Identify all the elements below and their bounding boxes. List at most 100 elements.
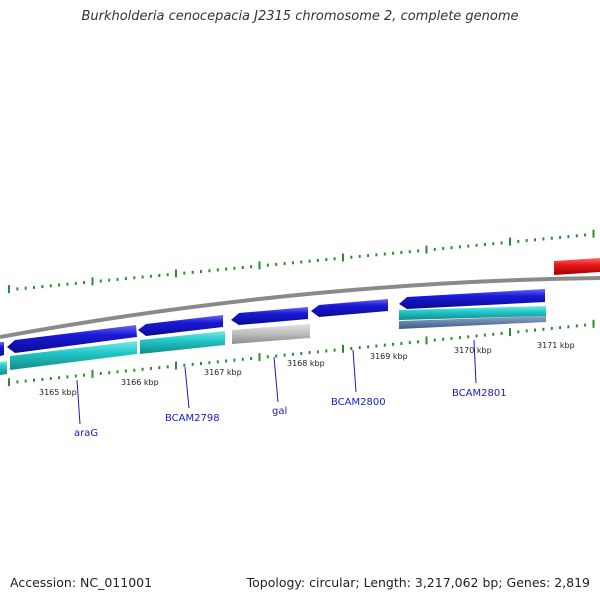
feature-cds-BCAM2801 xyxy=(399,289,545,309)
major-tick xyxy=(342,253,344,262)
leader-gal xyxy=(273,356,279,403)
map-title: Burkholderia cenocepacia J2315 chromosom… xyxy=(81,9,519,24)
minor-tick xyxy=(367,345,370,349)
gene-label-BCAM2798[interactable]: BCAM2798 xyxy=(165,413,220,424)
minor-tick xyxy=(166,273,169,277)
minor-tick xyxy=(233,266,236,270)
minor-tick xyxy=(375,344,378,348)
minor-tick xyxy=(300,352,303,355)
minor-tick xyxy=(291,261,294,265)
feature-gene-araG xyxy=(10,341,137,370)
gene-label-araG[interactable]: araG xyxy=(74,428,98,439)
major-tick xyxy=(509,237,511,246)
chromosome-backbone xyxy=(0,276,600,339)
minor-tick xyxy=(433,247,436,251)
major-tick xyxy=(592,319,595,328)
gene-label-BCAM2801[interactable]: BCAM2801 xyxy=(452,388,507,399)
minor-tick xyxy=(500,331,503,335)
major-tick xyxy=(8,378,10,387)
minor-tick xyxy=(525,329,528,333)
major-tick xyxy=(8,285,10,294)
genome-summary-text: Topology: circular; Length: 3,217,062 bp… xyxy=(246,575,590,590)
minor-tick xyxy=(108,371,111,375)
feature-cds-gal xyxy=(231,307,308,325)
minor-tick xyxy=(149,274,152,278)
minor-tick xyxy=(584,323,587,327)
minor-tick xyxy=(283,353,286,357)
minor-tick xyxy=(124,369,127,373)
minor-tick xyxy=(275,354,278,358)
gene-label-gal[interactable]: gal xyxy=(272,406,287,417)
leader-BCAM2798 xyxy=(184,366,190,409)
minor-tick xyxy=(500,241,503,245)
minor-tick xyxy=(58,376,61,380)
minor-tick xyxy=(550,326,553,330)
minor-tick xyxy=(49,284,52,288)
minor-tick xyxy=(208,361,211,365)
minor-tick xyxy=(458,336,461,340)
minor-tick xyxy=(584,233,587,237)
minor-tick xyxy=(225,359,228,363)
minor-tick xyxy=(166,365,169,369)
major-tick xyxy=(258,261,261,270)
leader-BCAM2800 xyxy=(352,349,357,393)
minor-tick xyxy=(33,285,35,289)
minor-tick xyxy=(225,267,228,271)
minor-tick xyxy=(275,262,278,266)
minor-tick xyxy=(367,254,370,258)
minor-tick xyxy=(116,370,119,374)
leader-araG xyxy=(76,379,81,425)
minor-tick xyxy=(83,281,86,285)
minor-tick xyxy=(400,251,403,254)
feature-cds-1 xyxy=(0,342,4,356)
minor-tick xyxy=(24,379,27,383)
major-tick xyxy=(175,269,177,278)
minor-tick xyxy=(200,270,202,273)
minor-tick xyxy=(308,351,311,355)
feature-cds-araG xyxy=(7,325,137,353)
minor-tick xyxy=(266,355,269,359)
minor-tick xyxy=(308,259,311,263)
minor-tick xyxy=(542,327,545,331)
minor-tick xyxy=(141,367,144,371)
minor-tick xyxy=(58,283,61,287)
minor-tick xyxy=(216,268,219,272)
minor-tick xyxy=(66,375,69,379)
minor-tick xyxy=(250,265,253,269)
minor-tick xyxy=(191,270,194,274)
minor-tick xyxy=(450,336,453,340)
minor-tick xyxy=(116,277,119,281)
major-tick xyxy=(342,344,344,353)
minor-tick xyxy=(200,362,202,365)
scale-label-3165: 3165 kbp xyxy=(39,388,77,397)
minor-tick xyxy=(467,244,470,248)
minor-tick xyxy=(241,266,244,269)
minor-tick xyxy=(575,324,578,328)
minor-tick xyxy=(24,286,27,290)
minor-tick xyxy=(408,341,411,345)
scale-label-3166: 3166 kbp xyxy=(121,378,159,387)
feature-gene-BCAM2798 xyxy=(140,331,225,354)
minor-tick xyxy=(350,347,353,350)
minor-tick xyxy=(417,340,420,344)
minor-tick xyxy=(66,282,69,286)
gene-label-BCAM2800[interactable]: BCAM2800 xyxy=(331,397,386,408)
minor-tick xyxy=(99,372,102,375)
minor-tick xyxy=(133,276,136,280)
minor-tick xyxy=(74,281,77,285)
minor-tick xyxy=(16,287,19,291)
minor-tick xyxy=(41,285,44,289)
minor-tick xyxy=(383,252,386,256)
feature-gene-1 xyxy=(0,361,7,375)
minor-tick xyxy=(158,274,161,277)
minor-tick xyxy=(392,342,395,346)
minor-tick xyxy=(575,234,578,238)
minor-tick xyxy=(442,337,445,341)
minor-tick xyxy=(350,255,353,259)
minor-tick xyxy=(433,338,436,342)
major-tick xyxy=(258,353,261,362)
minor-tick xyxy=(408,250,411,254)
scale-label-3169: 3169 kbp xyxy=(370,352,408,361)
minor-tick xyxy=(542,237,545,241)
minor-tick xyxy=(417,249,420,253)
